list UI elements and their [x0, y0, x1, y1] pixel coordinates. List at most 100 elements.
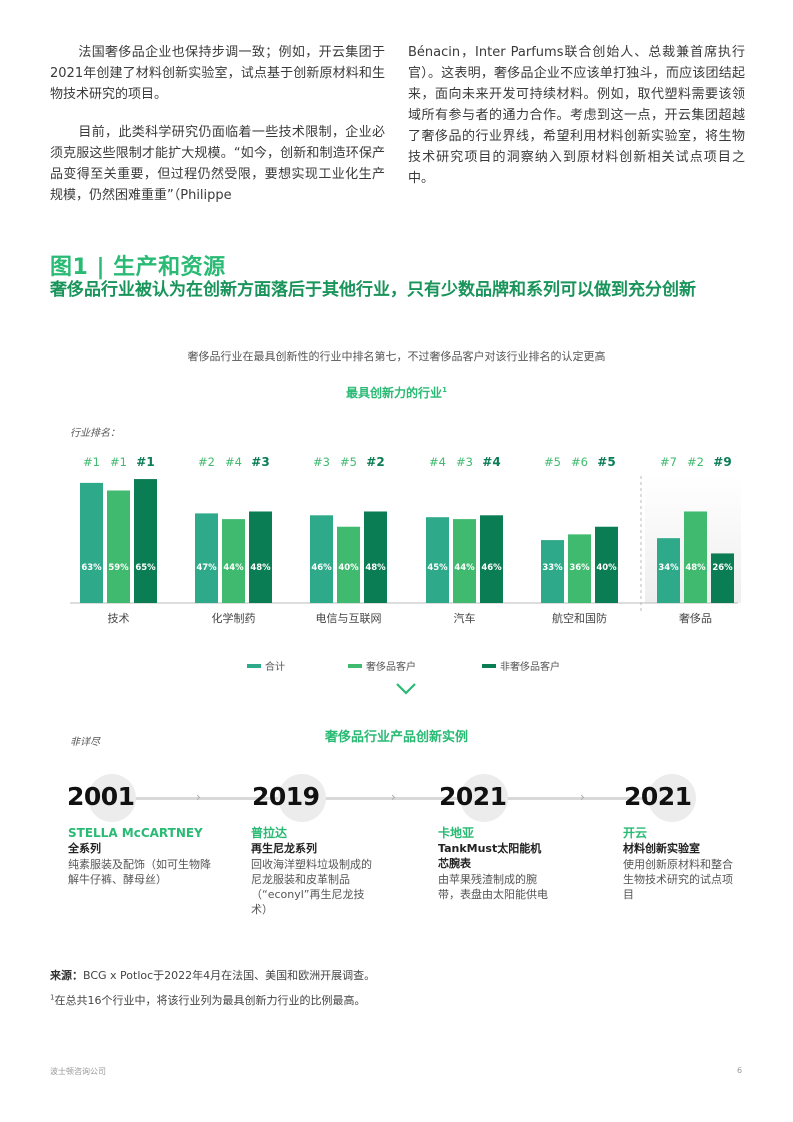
- legend-item-non-luxury-customers: 非奢侈品客户: [482, 658, 560, 673]
- category-label: 技术: [108, 612, 130, 625]
- timeline-arrow-icon: ›: [196, 790, 201, 804]
- timeline-line: [112, 797, 670, 800]
- rank-label: #7: [660, 455, 677, 469]
- example-cartier: 卡地亚 TankMust太阳能机芯腕表 由苹果残渣制成的腕带，表盘由太阳能供电: [438, 826, 548, 902]
- category-label: 汽车: [454, 611, 476, 625]
- timeline-marker: [460, 774, 508, 822]
- example-stella-mccartney: STELLA McCARTNEY 全系列 纯素服装及配饰（如可生物降解牛仔裤、酵…: [68, 826, 218, 887]
- rank-label: #6: [571, 455, 588, 469]
- rank-label: #4: [225, 455, 242, 469]
- bar-value-label: 44%: [454, 563, 475, 573]
- category-label: 奢侈品: [679, 611, 712, 625]
- rank-label: #5: [597, 455, 615, 469]
- rank-label: #1: [136, 455, 154, 469]
- bar: [364, 511, 387, 603]
- source-note: 来源：BCG x Potloc于2022年4月在法国、美国和欧洲开展调查。: [50, 969, 376, 982]
- legend-swatch-non-luxury-customers: [482, 663, 496, 668]
- timeline-marker: [278, 774, 326, 822]
- bar: [595, 526, 618, 603]
- rank-label: #1: [110, 455, 127, 469]
- chart-heading: 最具创新力的行业1: [346, 386, 447, 400]
- bar-value-label: 48%: [250, 563, 271, 573]
- legend-item-total: 合计: [247, 658, 285, 673]
- example-product: 全系列: [68, 842, 101, 855]
- category-label: 化学制药: [212, 611, 256, 625]
- bar: [480, 515, 503, 603]
- bar-value-label: 63%: [81, 563, 102, 573]
- bar-value-label: 48%: [685, 563, 706, 573]
- example-brand: 普拉达: [251, 826, 288, 840]
- timeline-arrow-icon: ›: [580, 790, 585, 804]
- bar-value-label: 26%: [712, 563, 733, 573]
- rank-label: #4: [482, 455, 500, 469]
- chart-caption: 奢侈品行业在最具创新性的行业中排名第七，不过奢侈品客户对该行业排名的认定更高: [187, 350, 606, 363]
- bar-value-label: 48%: [365, 563, 386, 573]
- example-description: 纯素服装及配饰（如可生物降解牛仔裤、酵母丝）: [68, 858, 211, 886]
- bar: [249, 511, 272, 603]
- timeline-arrow-icon: ›: [391, 790, 396, 804]
- paragraph-collaboration: Bénacin，Inter Parfums联合创始人、总裁兼首席执行官）。这表明…: [408, 45, 745, 186]
- bar: [541, 540, 564, 603]
- footnote: 1在总共16个行业中，将该行业列为最具创新力行业的比例最高。: [50, 993, 366, 1007]
- rank-label: #2: [198, 455, 215, 469]
- footer-company: 波士顿咨询公司: [50, 1067, 106, 1076]
- bar-value-label: 46%: [311, 563, 332, 573]
- bar: [453, 519, 476, 603]
- example-description: 回收海洋塑料垃圾制成的尼龙服装和皮革制品（“econyl”再生尼龙技术）: [251, 858, 372, 916]
- timeline-year: 2021: [439, 782, 507, 811]
- bar: [310, 515, 333, 603]
- timeline-marker: [88, 774, 136, 822]
- legend-item-luxury-customers: 奢侈品客户: [348, 658, 416, 673]
- non-exhaustive-note: 非详尽: [70, 737, 100, 748]
- examples-heading: 奢侈品行业产品创新实例: [324, 730, 468, 745]
- timeline-year: 2019: [252, 782, 320, 811]
- bar: [195, 513, 218, 603]
- bar-value-label: 44%: [223, 563, 244, 573]
- rank-label: #5: [544, 455, 561, 469]
- bar-value-label: 65%: [135, 563, 156, 573]
- bar-value-label: 33%: [542, 563, 563, 573]
- bar: [337, 526, 360, 603]
- rank-label: #3: [313, 455, 330, 469]
- bar-value-label: 46%: [481, 563, 502, 573]
- example-brand: STELLA McCARTNEY: [68, 826, 203, 840]
- example-prada: 普拉达 再生尼龙系列 回收海洋塑料垃圾制成的尼龙服装和皮革制品（“econyl”…: [251, 826, 376, 917]
- innovation-bar-chart: 63% #1 59% #1 65% #1 技术 47% #2 44% #4 48% #3 化学制药 46% #…: [70, 455, 741, 625]
- example-kering: 开云 材料创新实验室 使用创新原材料和整合生物技术研究的试点项目: [623, 826, 738, 902]
- example-description: 使用创新原材料和整合生物技术研究的试点项目: [623, 858, 733, 901]
- legend-swatch-luxury-customers: [348, 663, 362, 668]
- example-product: 再生尼龙系列: [251, 842, 317, 855]
- example-brand: 卡地亚: [438, 826, 475, 840]
- example-description: 由苹果残渣制成的腕带，表盘由太阳能供电: [438, 873, 548, 901]
- bar: [222, 519, 245, 603]
- bar-value-label: 34%: [658, 563, 679, 573]
- rank-label: #4: [429, 455, 446, 469]
- bar: [426, 517, 449, 603]
- timeline-marker: [648, 774, 696, 822]
- bar: [684, 511, 707, 603]
- bar: [568, 534, 591, 603]
- bar-value-label: 40%: [596, 563, 617, 573]
- rank-label: #1: [83, 455, 100, 469]
- bar: [107, 490, 130, 603]
- figure-subtitle: 奢侈品行业被认为在创新方面落后于其他行业，只有少数品牌和系列可以做到充分创新: [50, 280, 696, 300]
- rank-label: #5: [340, 455, 357, 469]
- legend-swatch-total: [247, 663, 261, 668]
- bar: [711, 553, 734, 603]
- rank-label: #3: [456, 455, 473, 469]
- page-number: 6: [737, 1066, 743, 1075]
- rank-label: #2: [687, 455, 704, 469]
- timeline-year: 2001: [67, 782, 135, 811]
- example-brand: 开云: [623, 826, 648, 840]
- chevron-down-icon: [396, 683, 416, 695]
- bar-value-label: 47%: [196, 563, 217, 573]
- example-product: 材料创新实验室: [623, 842, 700, 855]
- paragraph-tech-limits: 目前，此类科学研究仍面临着一些技术限制，企业必须克服这些限制才能扩大规模。“如今…: [50, 125, 385, 203]
- bar-value-label: 40%: [338, 563, 359, 573]
- figure-title: 图1 | 生产和资源: [50, 255, 226, 280]
- rank-label: #3: [251, 455, 269, 469]
- timeline-year: 2021: [624, 782, 692, 811]
- paragraph-kering-lab: 法国奢侈品企业也保持步调一致；例如，开云集团于2021年创建了材料创新实验室，试…: [50, 45, 385, 102]
- example-product: TankMust太阳能机芯腕表: [438, 842, 542, 870]
- bar: [80, 482, 103, 603]
